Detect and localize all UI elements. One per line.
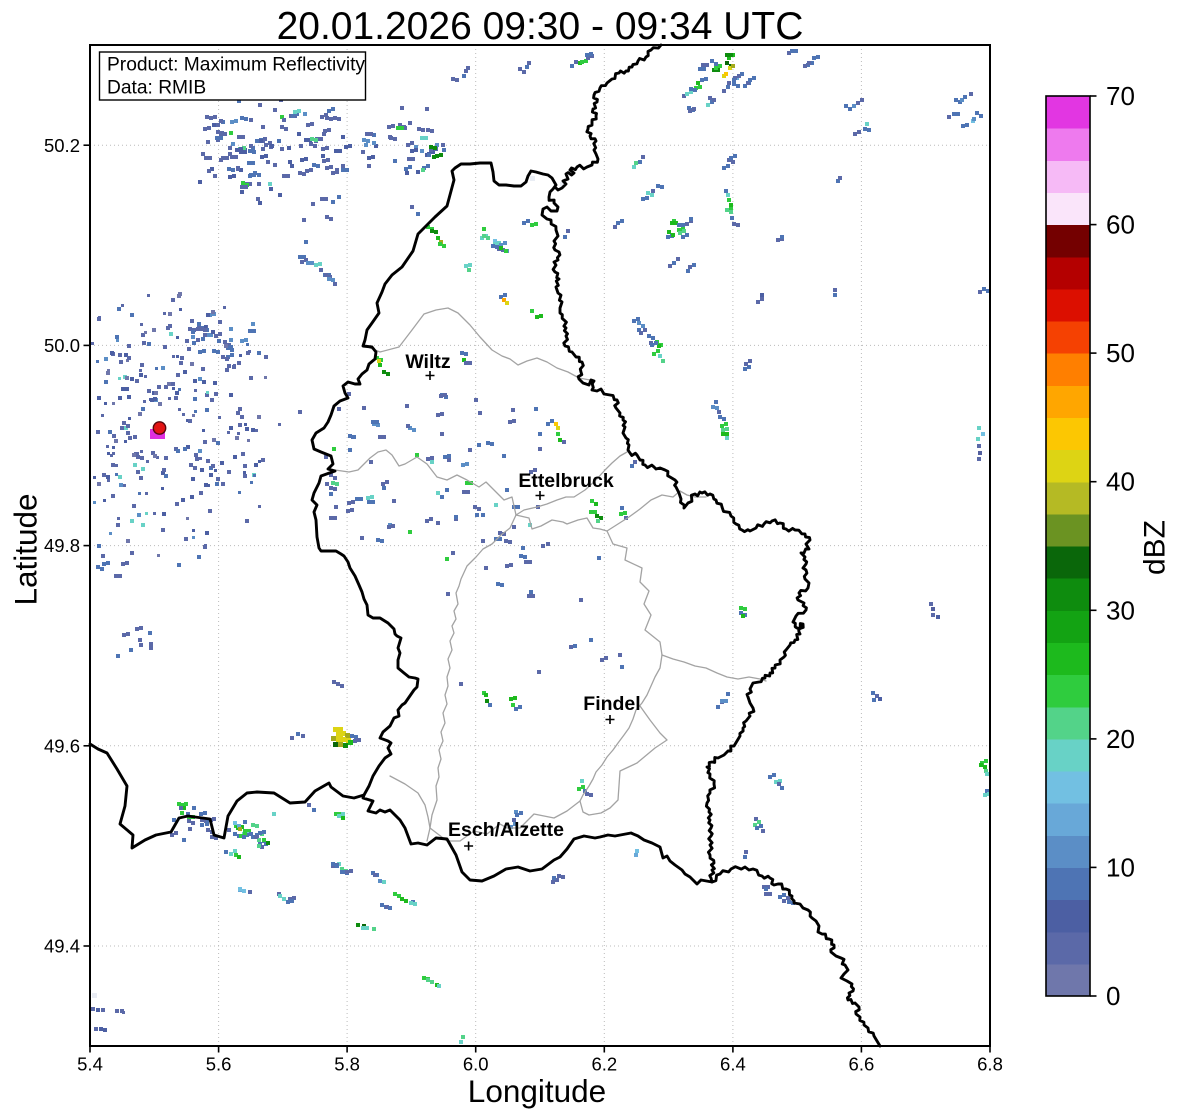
- svg-text:20: 20: [1106, 724, 1135, 754]
- svg-text:Data: RMIB: Data: RMIB: [107, 78, 206, 99]
- svg-text:49.4: 49.4: [44, 936, 80, 957]
- svg-text:Longitude: Longitude: [468, 1073, 606, 1109]
- svg-text:5.6: 5.6: [206, 1054, 232, 1075]
- svg-text:60: 60: [1106, 210, 1135, 240]
- svg-text:5.8: 5.8: [334, 1054, 360, 1075]
- svg-text:20.01.2026 09:30 - 09:34 UTC: 20.01.2026 09:30 - 09:34 UTC: [277, 5, 804, 48]
- svg-text:0: 0: [1106, 981, 1120, 1011]
- svg-text:Findel: Findel: [583, 693, 640, 715]
- svg-text:5.4: 5.4: [77, 1054, 103, 1075]
- svg-text:6.0: 6.0: [463, 1054, 489, 1075]
- svg-text:6.4: 6.4: [720, 1054, 746, 1075]
- svg-text:dBZ: dBZ: [1139, 520, 1172, 575]
- svg-text:50: 50: [1106, 338, 1135, 368]
- svg-text:Esch/Alzette: Esch/Alzette: [448, 819, 564, 841]
- svg-text:49.6: 49.6: [44, 735, 80, 756]
- svg-text:50.2: 50.2: [44, 135, 80, 156]
- svg-text:30: 30: [1106, 595, 1135, 625]
- svg-text:40: 40: [1106, 467, 1135, 497]
- svg-text:Wiltz: Wiltz: [405, 351, 451, 373]
- svg-text:Latitude: Latitude: [8, 493, 44, 605]
- svg-text:10: 10: [1106, 852, 1135, 882]
- svg-text:6.8: 6.8: [977, 1054, 1003, 1075]
- svg-text:70: 70: [1106, 81, 1135, 111]
- svg-text:6.6: 6.6: [849, 1054, 875, 1075]
- svg-text:50.0: 50.0: [44, 335, 80, 356]
- svg-text:Product: Maximum Reflectivity: Product: Maximum Reflectivity: [107, 55, 365, 76]
- svg-text:6.2: 6.2: [591, 1054, 617, 1075]
- svg-text:49.8: 49.8: [44, 535, 80, 556]
- svg-text:Ettelbruck: Ettelbruck: [518, 470, 614, 492]
